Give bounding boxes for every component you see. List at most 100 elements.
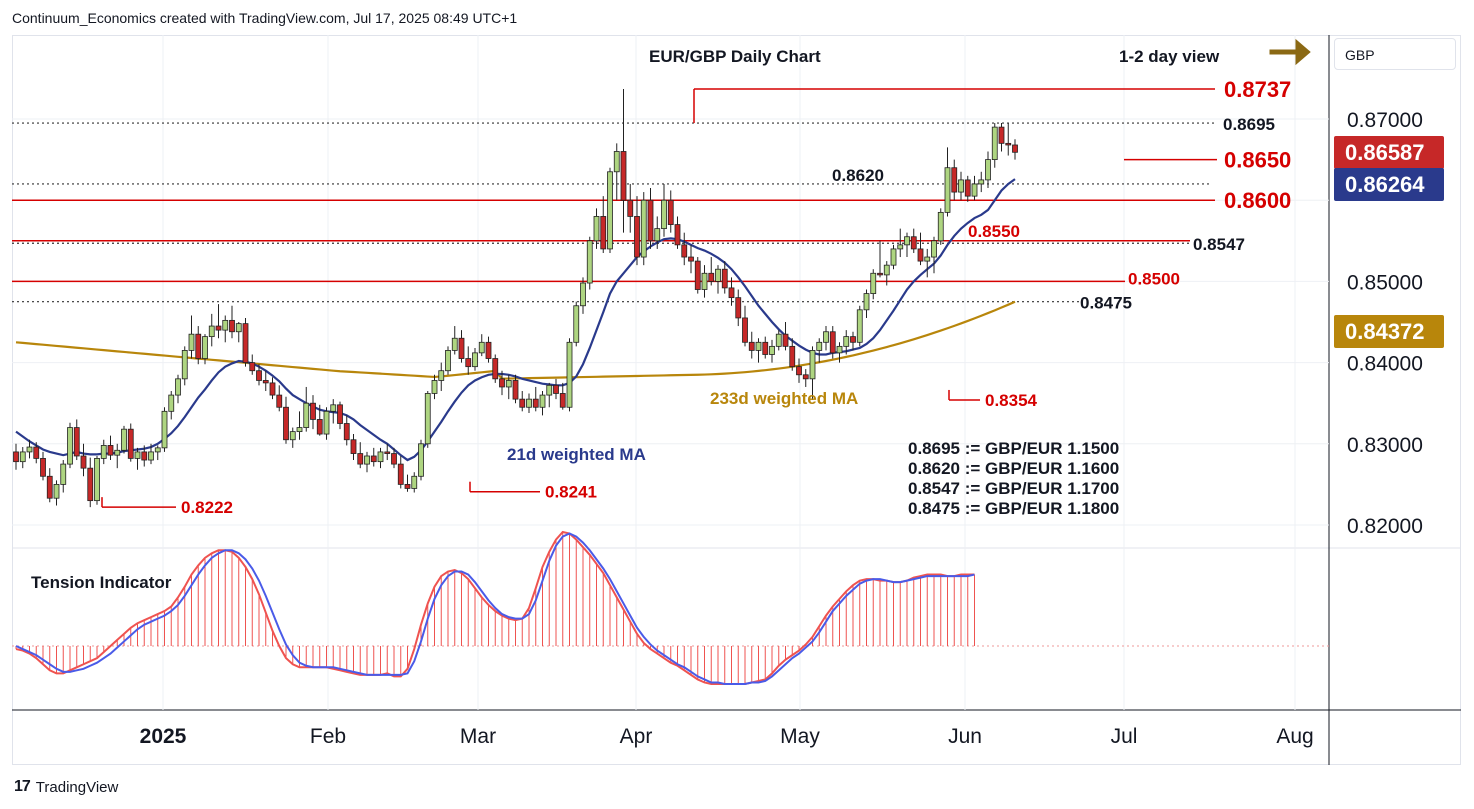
candle bbox=[850, 331, 856, 351]
candle-body bbox=[512, 380, 519, 400]
candle bbox=[215, 304, 222, 339]
candle bbox=[674, 216, 681, 249]
candle-body bbox=[256, 370, 262, 381]
candle-body bbox=[53, 483, 60, 499]
time-tick-label: Apr bbox=[620, 725, 653, 748]
candle-body bbox=[276, 394, 283, 408]
time-tick-label: Jul bbox=[1111, 725, 1138, 748]
candle bbox=[890, 244, 897, 270]
candle bbox=[235, 322, 242, 343]
candle-body bbox=[418, 443, 424, 477]
candle-body bbox=[222, 319, 229, 331]
candle bbox=[809, 346, 816, 400]
candle bbox=[249, 354, 256, 375]
candle-body bbox=[904, 236, 910, 246]
candle-body bbox=[26, 446, 33, 453]
candle bbox=[404, 474, 411, 492]
candle-body bbox=[715, 268, 721, 282]
ma233-label: 233d weighted MA bbox=[710, 389, 858, 408]
candle bbox=[937, 208, 944, 245]
candle-body bbox=[566, 341, 573, 408]
candle bbox=[829, 326, 836, 359]
candle bbox=[613, 143, 620, 201]
candle-body bbox=[532, 398, 539, 408]
candle-body bbox=[640, 199, 647, 258]
candle bbox=[526, 393, 532, 413]
candle-body bbox=[613, 151, 620, 173]
candle bbox=[418, 439, 424, 481]
candle bbox=[566, 338, 573, 412]
candle bbox=[377, 447, 384, 469]
candle-body bbox=[951, 167, 958, 193]
candle bbox=[667, 190, 674, 233]
candle bbox=[519, 391, 526, 412]
ma21-badge bbox=[1334, 168, 1444, 201]
conversion-note: 0.8475 := GBP/EUR 1.1800 bbox=[908, 499, 1119, 518]
candle-body bbox=[60, 463, 67, 485]
candle bbox=[337, 401, 343, 430]
tradingview-logo[interactable]: 17 TradingView bbox=[14, 778, 118, 796]
candle bbox=[276, 385, 283, 412]
candle bbox=[620, 88, 627, 233]
candle-body bbox=[991, 126, 998, 161]
price-tick-label: 0.83000 bbox=[1347, 434, 1423, 457]
candle bbox=[472, 347, 478, 371]
candle-body bbox=[269, 382, 276, 396]
candle-body bbox=[404, 483, 411, 489]
candle-body bbox=[688, 256, 694, 262]
last-price-badge bbox=[1334, 136, 1444, 169]
candle-body bbox=[917, 248, 924, 262]
candle-body bbox=[816, 341, 823, 351]
candle bbox=[181, 346, 188, 386]
candle bbox=[607, 167, 613, 253]
candle-body bbox=[73, 427, 80, 457]
candle bbox=[701, 265, 708, 298]
candle-body bbox=[559, 393, 566, 408]
candle-body bbox=[229, 319, 235, 333]
chart-subtitle: 1-2 day view bbox=[1119, 47, 1220, 66]
candle-body bbox=[134, 451, 141, 459]
candle-body bbox=[451, 337, 458, 351]
candle-body bbox=[411, 475, 418, 489]
candle-body bbox=[910, 236, 917, 250]
candle-body bbox=[890, 248, 897, 266]
candle-body bbox=[384, 451, 391, 454]
candle bbox=[721, 261, 728, 294]
candle-body bbox=[539, 394, 546, 408]
candle bbox=[303, 386, 310, 432]
tradingview-logo-icon: 17 bbox=[14, 778, 31, 795]
candle-body bbox=[445, 350, 451, 372]
candle bbox=[242, 317, 249, 367]
candle-body bbox=[964, 179, 971, 197]
candle bbox=[559, 382, 566, 410]
candle-body bbox=[330, 404, 337, 412]
candle-body bbox=[161, 410, 168, 449]
candle bbox=[553, 378, 559, 400]
candle-body bbox=[978, 179, 985, 185]
candle-body bbox=[94, 458, 100, 502]
candle bbox=[904, 232, 910, 258]
candle-body bbox=[249, 362, 256, 372]
candle-body bbox=[870, 272, 877, 294]
candle-body bbox=[148, 451, 154, 461]
candle bbox=[748, 331, 755, 359]
candle bbox=[262, 370, 269, 392]
candle bbox=[816, 338, 823, 363]
candle-body bbox=[937, 211, 944, 242]
candle bbox=[80, 443, 87, 477]
candle-body bbox=[850, 336, 856, 343]
candle bbox=[364, 451, 370, 473]
candle-body bbox=[465, 358, 472, 368]
candle bbox=[647, 188, 654, 249]
candle bbox=[708, 257, 715, 286]
candle-body bbox=[573, 305, 580, 343]
candle bbox=[222, 315, 229, 343]
candle-body bbox=[323, 410, 330, 435]
currency-selector[interactable]: GBP bbox=[1334, 38, 1456, 70]
candle-body bbox=[586, 240, 593, 284]
candle-body bbox=[141, 451, 148, 461]
candle-body bbox=[215, 325, 222, 331]
candle bbox=[19, 447, 26, 469]
candle-body bbox=[620, 151, 627, 201]
